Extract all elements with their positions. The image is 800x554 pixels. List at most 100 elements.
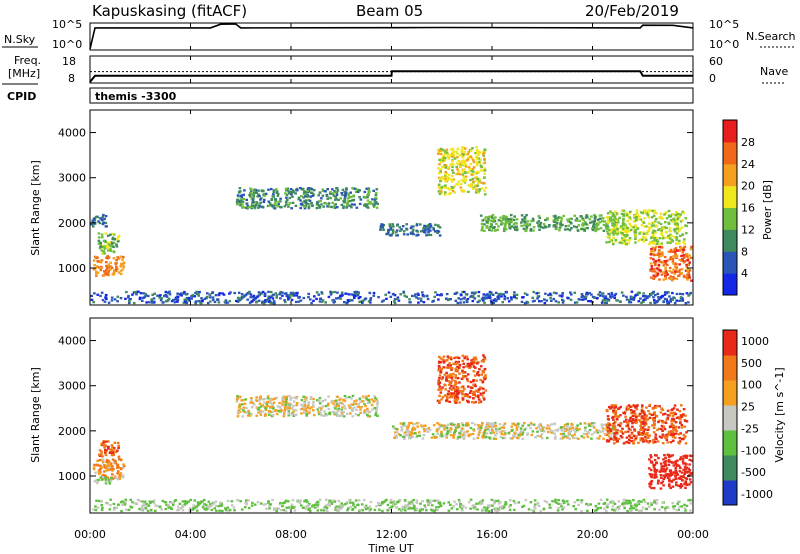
echo-pixel	[471, 167, 475, 170]
echo-pixel	[107, 263, 110, 266]
freq-series	[89, 70, 693, 83]
echo-pixel	[648, 482, 651, 485]
echo-pixel	[663, 226, 667, 229]
echo-pixel	[395, 505, 399, 509]
echo-pixel	[253, 206, 257, 209]
echo-pixel	[525, 225, 529, 228]
echo-pixel	[672, 268, 675, 271]
echo-pixel	[116, 238, 119, 241]
echo-pixel	[484, 374, 487, 377]
echo-pixel	[668, 425, 672, 429]
echo-pixel	[511, 437, 514, 440]
echo-pixel	[357, 297, 361, 300]
echo-pixel	[144, 294, 148, 297]
echo-pixel	[515, 222, 518, 225]
echo-pixel	[682, 248, 686, 252]
echo-pixel	[361, 301, 364, 304]
echo-pixel	[104, 241, 107, 244]
echo-pixel	[675, 238, 678, 241]
echo-pixel	[149, 508, 153, 511]
echo-pixel	[335, 191, 339, 194]
echo-pixel	[642, 498, 646, 501]
echo-pixel	[580, 298, 584, 301]
echo-pixel	[416, 434, 419, 438]
echo-pixel	[366, 193, 369, 197]
echo-pixel	[366, 415, 370, 418]
y-tick-label: 4000	[58, 127, 86, 140]
echo-pixel	[316, 506, 319, 509]
echo-pixel	[663, 454, 666, 457]
echo-pixel	[652, 487, 656, 490]
echo-pixel	[240, 399, 243, 402]
echo-pixel	[570, 434, 574, 437]
echo-pixel	[281, 400, 285, 403]
echo-pixel	[678, 505, 681, 508]
echo-pixel	[460, 386, 464, 389]
echo-pixel	[474, 291, 477, 294]
echo-pixel	[286, 403, 290, 407]
echo-pixel	[650, 267, 653, 270]
echo-pixel	[385, 498, 388, 502]
echo-pixel	[661, 408, 665, 411]
echo-pixel	[627, 407, 630, 411]
echo-pixel	[491, 504, 494, 507]
echo-pixel	[275, 294, 279, 297]
echo-pixel	[610, 212, 613, 215]
echo-pixel	[505, 217, 508, 220]
echo-pixel	[265, 402, 269, 406]
echo-pixel	[346, 509, 349, 512]
echo-pixel	[346, 501, 349, 504]
echo-pixel	[639, 439, 642, 442]
echo-pixel	[109, 464, 113, 467]
echo-pixel	[198, 290, 201, 294]
echo-pixel	[607, 439, 611, 442]
echo-pixel	[146, 294, 150, 298]
echo-pixel	[555, 223, 559, 226]
echo-pixel	[106, 234, 110, 237]
echo-pixel	[382, 228, 385, 231]
echo-pixel	[115, 245, 119, 248]
echo-pixel	[611, 500, 615, 503]
echo-pixel	[663, 412, 667, 415]
echo-pixel	[326, 188, 329, 191]
echo-pixel	[422, 230, 426, 234]
echo-pixel	[408, 298, 411, 301]
echo-pixel	[679, 483, 683, 486]
echo-pixel	[602, 427, 605, 430]
echo-pixel	[689, 502, 693, 505]
echo-pixel	[642, 240, 645, 243]
echo-pixel	[456, 508, 459, 511]
echo-pixel	[115, 265, 118, 268]
echo-pixel	[388, 224, 392, 228]
echo-pixel	[362, 299, 365, 302]
echo-pixel	[553, 220, 556, 224]
echo-pixel	[509, 437, 512, 440]
echo-pixel	[241, 415, 244, 418]
echo-pixel	[680, 415, 683, 418]
echo-pixel	[593, 213, 596, 217]
echo-pixel	[684, 486, 687, 489]
echo-pixel	[488, 296, 491, 299]
echo-pixel	[669, 277, 672, 280]
echo-pixel	[350, 403, 353, 406]
echo-pixel	[272, 300, 276, 303]
echo-pixel	[241, 203, 244, 206]
echo-pixel	[583, 422, 587, 425]
echo-pixel	[624, 224, 627, 227]
echo-pixel	[683, 503, 686, 506]
echo-pixel	[267, 500, 270, 503]
echo-pixel	[481, 369, 485, 373]
echo-pixel	[584, 222, 588, 226]
echo-pixel	[627, 404, 631, 407]
echo-pixel	[317, 204, 321, 207]
echo-pixel	[656, 404, 660, 408]
echo-pixel	[251, 192, 254, 196]
echo-pixel	[97, 242, 101, 245]
echo-pixel	[477, 424, 480, 427]
echo-pixel	[624, 418, 628, 421]
echo-pixel	[197, 292, 200, 296]
echo-pixel	[497, 292, 501, 296]
echo-pixel	[665, 435, 669, 438]
echo-pixel	[625, 243, 628, 246]
echo-pixel	[449, 364, 453, 367]
